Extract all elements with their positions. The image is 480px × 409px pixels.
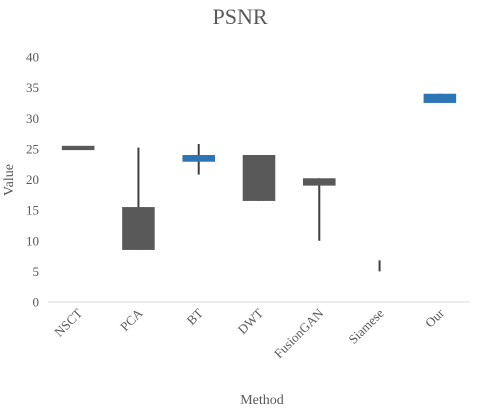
y-tick-label: 0 (33, 295, 40, 310)
box-our (423, 93, 457, 103)
x-tick-label: NSCT (51, 305, 85, 339)
y-tick-label: 5 (33, 264, 40, 279)
x-tick-label: PCA (117, 305, 146, 334)
x-tick-label: BT (183, 305, 205, 327)
box (122, 207, 155, 250)
y-tick-label: 40 (26, 50, 39, 65)
box-marks (61, 93, 457, 272)
box-nsct (61, 145, 95, 151)
box (61, 145, 95, 151)
x-axis-title: Method (240, 393, 284, 408)
box-dwt (242, 155, 276, 201)
y-tick-label: 15 (26, 203, 39, 218)
box (182, 155, 215, 162)
x-tick-label: Siamese (345, 305, 386, 346)
chart-title: PSNR (212, 4, 267, 29)
x-tick-labels: NSCT PCA BT DWT FusionGAN Siamese Our (51, 305, 447, 361)
y-tick-labels: 0 5 10 15 20 25 30 35 40 (26, 50, 39, 310)
y-tick-label: 30 (26, 111, 39, 126)
y-axis-title: Value (2, 164, 17, 196)
y-tick-label: 10 (26, 233, 39, 248)
box (303, 178, 336, 186)
box-pca (122, 147, 155, 250)
box-fusiongan (303, 178, 336, 241)
box (423, 93, 457, 103)
box (242, 155, 276, 201)
x-tick-label: Our (422, 305, 447, 330)
y-tick-label: 35 (26, 80, 39, 95)
x-tick-label: DWT (235, 305, 267, 337)
x-tick-label: FusionGAN (271, 305, 327, 361)
y-tick-label: 20 (26, 172, 39, 187)
box-bt (182, 143, 215, 175)
y-tick-label: 25 (26, 141, 39, 156)
